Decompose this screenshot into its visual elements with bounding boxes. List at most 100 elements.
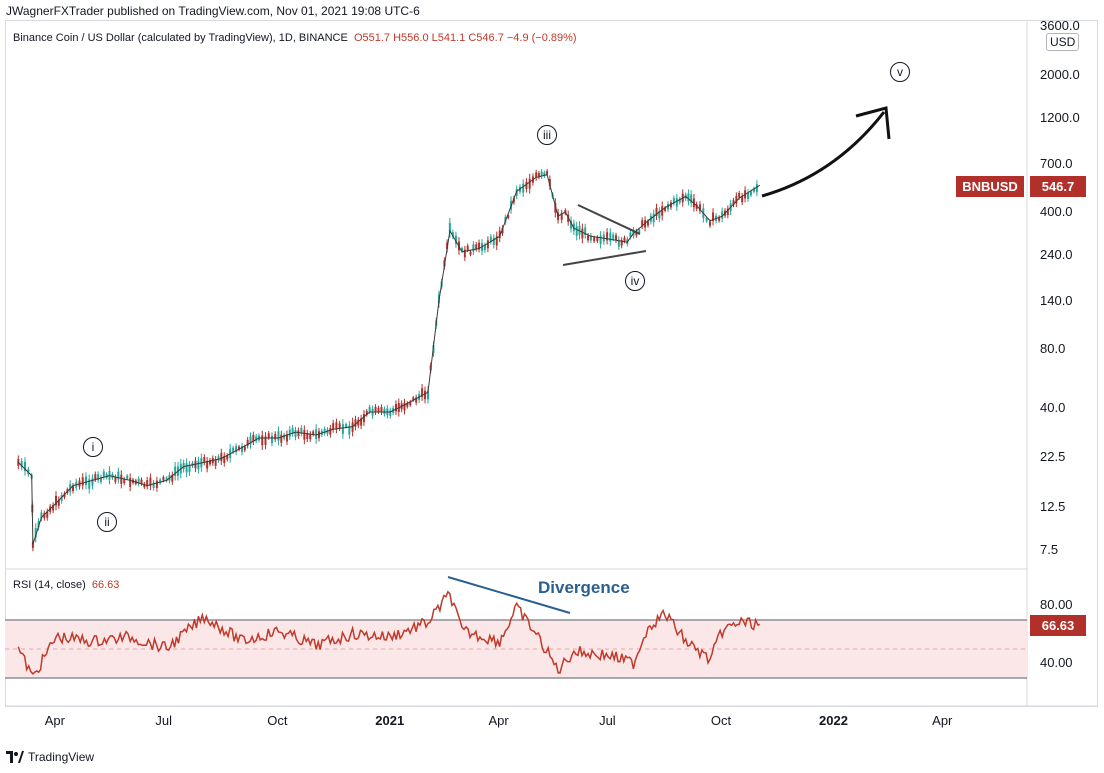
candle-body (362, 414, 365, 422)
rsi-title-value: 66.63 (91, 579, 120, 591)
candle-body (240, 445, 243, 453)
candle-body (424, 390, 427, 400)
candle-body (403, 402, 406, 411)
candle-body (43, 513, 46, 519)
price-axis-label: 3600.0 (1040, 18, 1080, 33)
candle-body (732, 200, 735, 205)
candle-body (584, 227, 587, 235)
price-axis-label: 80.0 (1040, 340, 1066, 356)
candle-body (149, 477, 152, 486)
candle-body (528, 178, 531, 189)
publish-header: JWagnerFXTrader published on TradingView… (6, 4, 420, 18)
candle-body (94, 474, 97, 480)
candle-body (377, 407, 380, 412)
candle-body (280, 434, 283, 443)
time-axis-label: Oct (267, 713, 288, 728)
candle-body (300, 427, 303, 434)
candle-body (738, 193, 741, 198)
price-candles (17, 169, 758, 552)
candle-body (155, 480, 158, 489)
candle-body (123, 478, 126, 484)
candle-body (718, 217, 721, 221)
candle-body (329, 428, 332, 435)
candle-body (63, 493, 66, 498)
candle-body (652, 213, 655, 223)
candle-body (721, 211, 724, 219)
candle-body (97, 474, 100, 480)
candle-body (235, 446, 238, 453)
candle-body (483, 245, 486, 251)
currency-button[interactable]: USD (1046, 33, 1080, 51)
candle-body (114, 476, 117, 482)
time-axis-label: Jul (599, 713, 616, 728)
candle-body (345, 424, 348, 428)
candle-body (620, 240, 623, 246)
candle-body (102, 471, 105, 477)
candle-body (171, 474, 174, 482)
candle-body (469, 251, 472, 255)
candle-body (525, 181, 528, 189)
candle-body (507, 214, 510, 218)
candle-body (120, 474, 123, 484)
candle-body (246, 439, 249, 446)
candle-body (208, 460, 211, 465)
candle-body (409, 401, 412, 406)
candle-body (690, 194, 693, 203)
triangle-lower-line (562, 250, 647, 266)
footer-brand-label: TradingView (28, 750, 95, 764)
candle-body (252, 434, 255, 442)
symbol-title: Binance Coin / US Dollar (calculated by … (13, 32, 577, 44)
candle-body (672, 198, 675, 204)
triangle-upper-line (577, 204, 641, 235)
candle-body (647, 221, 650, 226)
candle-body (698, 204, 701, 211)
candle-body (661, 206, 664, 216)
rsi-line (17, 590, 761, 675)
candle-body (185, 463, 188, 473)
tradingview-logo-icon (6, 751, 24, 763)
candle-body (309, 433, 312, 440)
candle-body (747, 192, 750, 199)
candle-body (492, 237, 495, 245)
footer-brand[interactable]: TradingView (6, 750, 94, 764)
candle-body (374, 406, 377, 413)
candle-body (72, 485, 75, 491)
candle-body (267, 433, 270, 438)
candle-body (297, 430, 300, 437)
candle-body (726, 208, 729, 216)
candle-body (214, 459, 217, 466)
candle-body (40, 512, 43, 519)
candle-body (264, 436, 267, 445)
price-axis-label: 7.5 (1040, 542, 1059, 557)
candle-body (426, 390, 429, 400)
candle-body (277, 431, 280, 441)
rsi-value-tag: 66.63 (1030, 615, 1086, 636)
candle-body (454, 235, 457, 244)
candle-body (535, 172, 538, 179)
candle-body (217, 456, 220, 461)
candle-body (394, 404, 397, 412)
time-axis-label: 2022 (819, 713, 848, 728)
candle-body (472, 244, 475, 252)
candle-body (152, 482, 155, 488)
candle-body (589, 235, 592, 241)
candle-body (380, 407, 383, 413)
candle-body (140, 479, 143, 484)
ticker-tag: BNBUSD (956, 176, 1024, 197)
candle-body (55, 495, 57, 506)
candle-body (206, 460, 209, 469)
candle-body (81, 477, 84, 486)
projection-arrowhead (855, 106, 891, 140)
candle-body (675, 198, 678, 207)
candle-body (609, 232, 612, 242)
candle-body (306, 432, 309, 439)
candle-body (317, 431, 320, 439)
candle-body (57, 499, 60, 506)
projection-arrow (761, 111, 886, 198)
candle-body (174, 466, 177, 476)
candle-body (335, 422, 338, 430)
candle-body (412, 397, 415, 401)
candle-body (162, 477, 165, 481)
candle-body (498, 230, 501, 239)
